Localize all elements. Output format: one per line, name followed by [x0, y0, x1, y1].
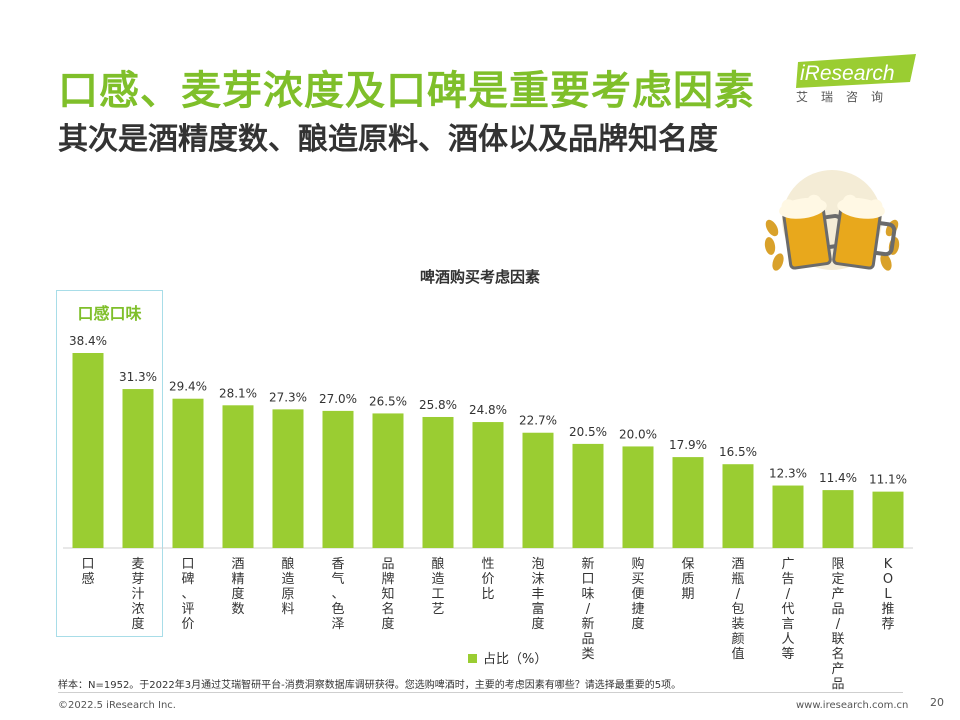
data-label: 20.0%	[619, 427, 657, 441]
category-label: K O L 推荐	[881, 557, 894, 632]
category-label: 麦芽汁浓度	[131, 557, 144, 632]
category-label: 性价比	[481, 557, 494, 602]
data-label: 16.5%	[719, 445, 757, 459]
bar	[472, 422, 504, 548]
category-label: 保质期	[681, 557, 694, 602]
data-label: 28.1%	[219, 386, 257, 400]
bar	[222, 405, 254, 548]
bar	[522, 432, 554, 548]
category-label: 酿造原料	[281, 556, 294, 617]
category-label: 口感	[81, 557, 94, 587]
bar	[622, 446, 654, 548]
bar	[372, 413, 404, 548]
page-subtitle: 其次是酒精度数、酿造原料、酒体以及品牌知名度	[58, 122, 718, 157]
data-label: 25.8%	[419, 398, 457, 412]
bar	[422, 416, 454, 548]
category-label: 购买便捷度	[631, 556, 644, 632]
data-label: 22.7%	[519, 414, 557, 428]
category-label: 酒瓶/包装颜值	[731, 557, 744, 662]
bar	[72, 353, 104, 548]
page-title: 口感、麦芽浓度及口碑是重要考虑因素	[58, 68, 755, 114]
highlight-box	[56, 290, 163, 637]
category-label: 限定产品/联名产品	[831, 557, 844, 692]
iresearch-logo: iResearch	[796, 54, 916, 88]
category-label: 香气、色泽	[331, 557, 344, 632]
footnote: 样本：N=1952。于2022年3月通过艾瑞智研平台-消费洞察数据库调研获得。您…	[58, 680, 682, 691]
bar	[872, 491, 904, 548]
highlight-label: 口感口味	[77, 304, 142, 323]
beer-mugs-icon	[764, 170, 900, 271]
data-label: 31.3%	[119, 370, 157, 384]
category-label: 广告/代言人等	[781, 557, 794, 662]
category-label: 泡沫丰富度	[531, 557, 544, 632]
data-label: 27.3%	[269, 390, 307, 404]
data-label: 27.0%	[319, 392, 357, 406]
footer-divider	[58, 692, 903, 693]
data-label: 38.4%	[69, 334, 107, 348]
legend-label: 占比（%）	[483, 652, 548, 667]
logo-cn-text: 艾瑞咨询	[796, 90, 897, 104]
bar	[122, 389, 154, 548]
bar	[172, 398, 204, 548]
category-label: 新口味/新品类	[581, 556, 594, 662]
data-label: 26.5%	[369, 394, 407, 408]
data-label: 11.4%	[819, 471, 857, 485]
data-label: 20.5%	[569, 425, 607, 439]
chart-legend: 占比（%）	[468, 648, 547, 667]
bar	[822, 490, 854, 548]
data-label: 29.4%	[169, 380, 207, 394]
logo-wordmark: iResearch	[800, 62, 895, 85]
data-label: 11.1%	[869, 473, 907, 487]
bar	[772, 485, 804, 548]
category-label: 酿造工艺	[431, 556, 444, 617]
page-number: 20	[930, 696, 944, 709]
category-label: 酒精度数	[231, 557, 244, 617]
bar	[722, 464, 754, 548]
data-label: 24.8%	[469, 403, 507, 417]
chart-title: 啤酒购买考虑因素	[419, 268, 540, 286]
copyright: ©2022.5 iResearch Inc.	[58, 700, 176, 711]
data-label: 12.3%	[769, 467, 807, 481]
bar	[272, 409, 304, 548]
data-label: 17.9%	[669, 438, 707, 452]
website: www.iresearch.com.cn	[796, 700, 909, 711]
bar	[322, 410, 354, 548]
bar	[672, 457, 704, 548]
category-label: 口碑、评价	[181, 557, 194, 632]
bar	[572, 443, 604, 548]
category-label: 品牌知名度	[381, 557, 394, 632]
legend-swatch	[468, 654, 477, 663]
